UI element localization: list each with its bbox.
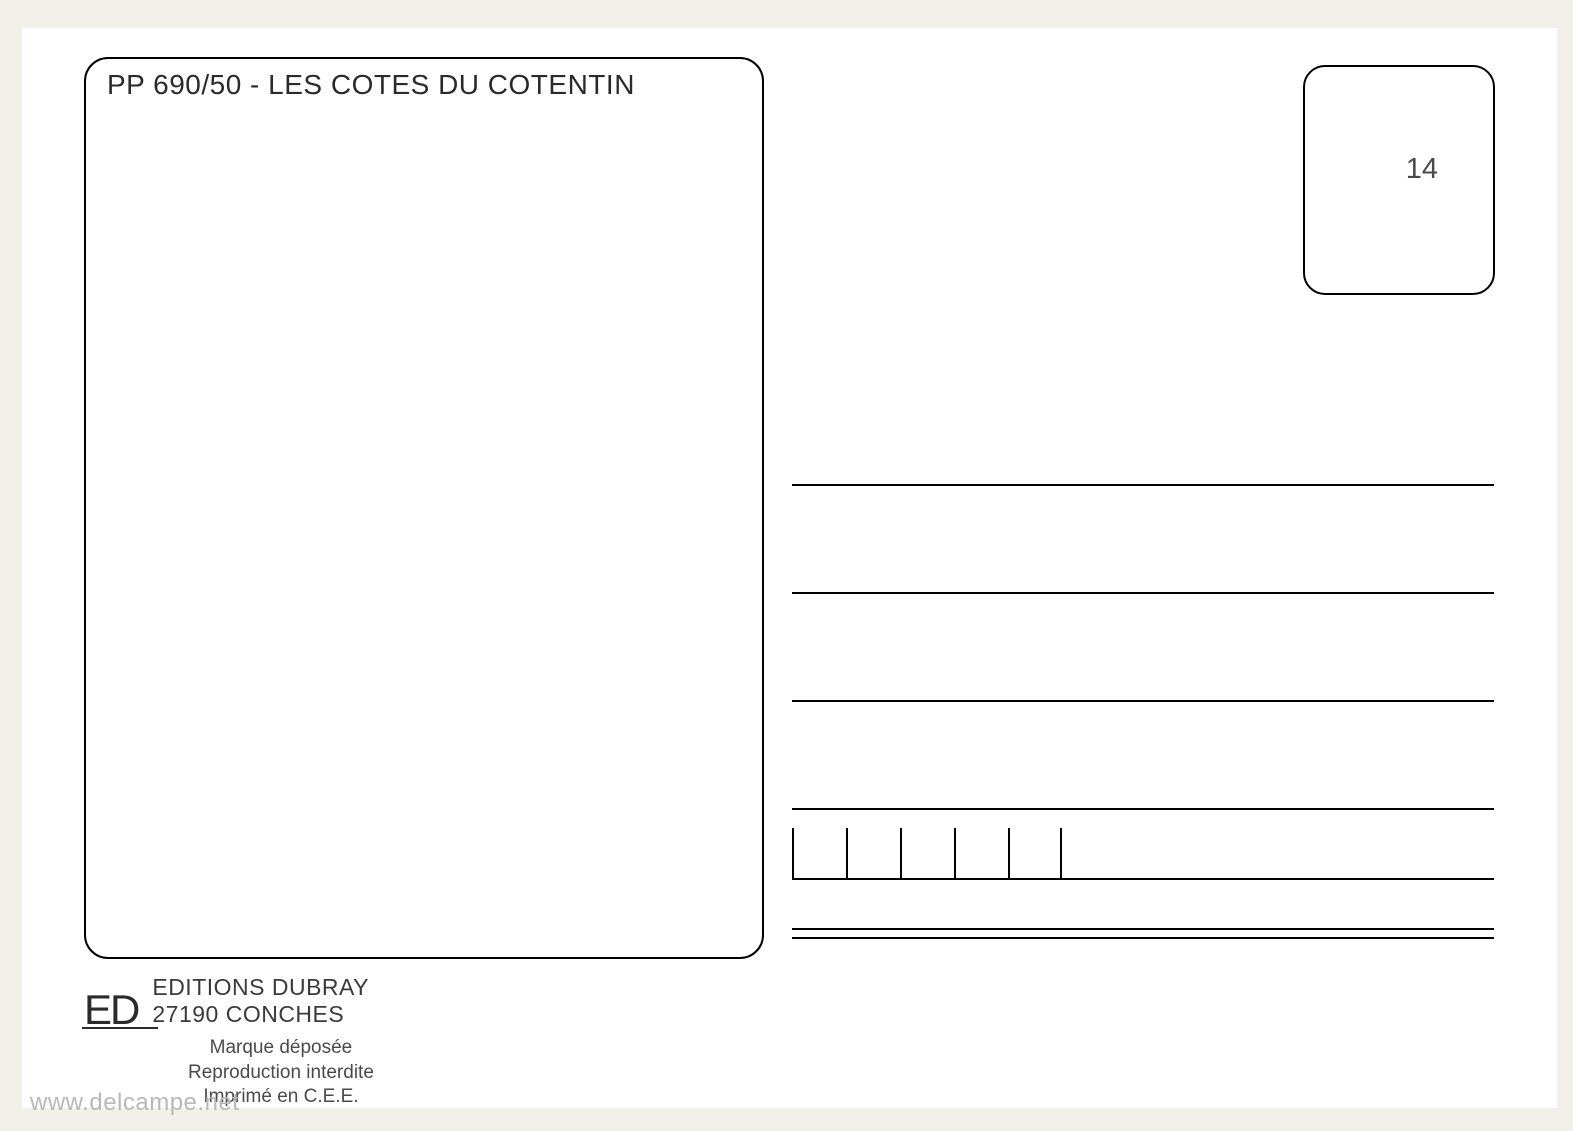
legal-line-reproduction: Reproduction interdite bbox=[188, 1061, 374, 1086]
publisher-info: ED EDITIONS DUBRAY 27190 CONCHES bbox=[84, 974, 369, 1031]
address-lines-section bbox=[792, 484, 1494, 880]
postcard-title: PP 690/50 - LES COTES DU COTENTIN bbox=[107, 69, 635, 101]
postal-code-row bbox=[792, 828, 1494, 880]
logo-underline bbox=[82, 1027, 158, 1030]
address-line bbox=[792, 700, 1494, 702]
publisher-logo-row: ED EDITIONS DUBRAY 27190 CONCHES bbox=[84, 974, 369, 1031]
publisher-logo: ED bbox=[84, 989, 138, 1031]
postal-box bbox=[846, 828, 900, 880]
bottom-separator-lines bbox=[792, 928, 1494, 939]
postal-box bbox=[954, 828, 1008, 880]
postal-box bbox=[900, 828, 954, 880]
address-line bbox=[792, 808, 1494, 810]
stamp-box: 14 bbox=[1303, 65, 1495, 295]
legal-line-trademark: Marque déposée bbox=[188, 1036, 374, 1061]
publisher-address: 27190 CONCHES bbox=[152, 1001, 369, 1028]
address-line bbox=[792, 592, 1494, 594]
address-line bbox=[792, 484, 1494, 486]
postal-box bbox=[1008, 828, 1062, 880]
stamp-number: 14 bbox=[1406, 153, 1438, 186]
postcard-back: PP 690/50 - LES COTES DU COTENTIN 14 ED bbox=[22, 28, 1557, 1108]
publisher-name: EDITIONS DUBRAY bbox=[152, 974, 369, 1001]
separator-line bbox=[792, 928, 1494, 930]
postal-box bbox=[792, 828, 846, 880]
separator-line bbox=[792, 937, 1494, 939]
postal-line-extension bbox=[1062, 878, 1494, 880]
watermark-text: www.delcampe.net bbox=[30, 1089, 239, 1117]
postal-code-boxes bbox=[792, 828, 1062, 880]
message-area-box: PP 690/50 - LES COTES DU COTENTIN bbox=[84, 57, 764, 959]
publisher-text-block: EDITIONS DUBRAY 27190 CONCHES bbox=[152, 974, 369, 1028]
